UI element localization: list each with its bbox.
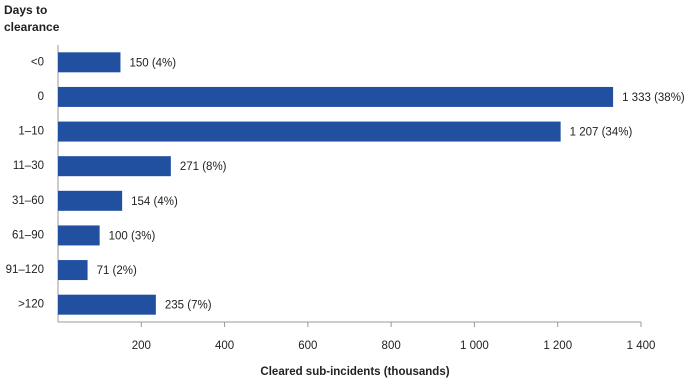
- bar: [58, 190, 123, 211]
- value-label: 100 (3%): [109, 230, 156, 242]
- bar: [58, 156, 171, 177]
- y-tick-label: <0: [31, 56, 44, 68]
- x-tick-label: 200: [132, 340, 151, 352]
- y-tick-label: 1–10: [18, 126, 44, 138]
- bar: [58, 294, 156, 315]
- value-label: 150 (4%): [129, 57, 176, 69]
- x-tick-label: 800: [382, 340, 401, 352]
- value-label: 1 333 (38%): [622, 92, 685, 104]
- x-tick-label: 400: [215, 340, 234, 352]
- bar: [58, 86, 614, 107]
- y-axis-title: Days to clearance: [4, 3, 60, 34]
- y-tick-label: 61–90: [12, 229, 44, 241]
- x-axis-title: Cleared sub-incidents (thousands): [260, 366, 449, 378]
- value-label: 71 (2%): [97, 265, 137, 277]
- bar: [58, 52, 121, 73]
- value-label: 1 207 (34%): [570, 127, 633, 139]
- x-tick-label: 1 000: [460, 340, 489, 352]
- x-tick-label: 1 200: [543, 340, 572, 352]
- y-tick-label: 11–30: [13, 160, 44, 172]
- x-tick-label: 600: [298, 340, 317, 352]
- y-tick-label: 91–120: [6, 264, 44, 276]
- value-label: 271 (8%): [180, 161, 227, 173]
- value-label: 235 (7%): [165, 300, 212, 312]
- bar: [58, 225, 100, 246]
- y-tick-label: 0: [38, 91, 44, 103]
- bar: [58, 121, 561, 142]
- value-label: 154 (4%): [131, 196, 178, 208]
- bar: [58, 260, 88, 281]
- y-tick-label: 31–60: [12, 195, 44, 207]
- y-tick-label: >120: [18, 299, 44, 311]
- x-tick-label: 1 400: [627, 340, 656, 352]
